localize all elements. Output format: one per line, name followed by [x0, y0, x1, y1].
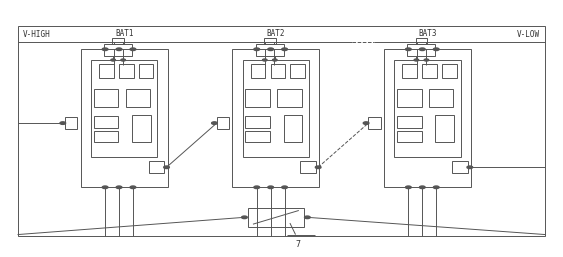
Text: BAT1: BAT1 — [115, 29, 133, 38]
Text: V-LOW: V-LOW — [517, 30, 540, 39]
Bar — [104, 44, 132, 56]
Bar — [65, 117, 77, 129]
Circle shape — [121, 59, 126, 61]
Bar — [415, 38, 427, 44]
Bar — [91, 60, 157, 157]
Circle shape — [254, 48, 260, 51]
Bar — [126, 89, 150, 107]
Text: BAT2: BAT2 — [267, 29, 285, 38]
Circle shape — [111, 59, 115, 61]
Circle shape — [242, 216, 247, 219]
Bar — [251, 64, 265, 78]
Bar — [264, 38, 276, 44]
Circle shape — [363, 122, 369, 124]
Bar — [245, 116, 270, 128]
Bar — [397, 89, 422, 107]
Bar — [397, 131, 422, 142]
Text: BAT3: BAT3 — [418, 29, 437, 38]
Bar — [233, 49, 319, 187]
Circle shape — [116, 48, 122, 51]
Bar — [368, 117, 381, 129]
Circle shape — [102, 186, 108, 189]
Bar — [94, 131, 118, 142]
Circle shape — [130, 48, 136, 51]
Bar — [284, 115, 302, 142]
Circle shape — [268, 48, 274, 51]
Bar — [435, 115, 454, 142]
Circle shape — [272, 59, 277, 61]
Bar — [112, 38, 124, 44]
Bar — [422, 64, 437, 78]
Bar — [81, 49, 168, 187]
Circle shape — [164, 166, 169, 169]
Bar — [291, 64, 305, 78]
Bar — [384, 49, 471, 187]
Bar — [403, 64, 417, 78]
Circle shape — [102, 48, 108, 51]
Bar — [119, 64, 133, 78]
Bar — [271, 64, 285, 78]
Circle shape — [424, 59, 428, 61]
Circle shape — [212, 122, 217, 124]
Bar — [245, 89, 270, 107]
Circle shape — [405, 48, 411, 51]
Bar — [397, 116, 422, 128]
Bar — [17, 26, 546, 236]
Bar — [429, 89, 453, 107]
Text: 7: 7 — [296, 240, 301, 249]
Bar — [94, 89, 118, 107]
Bar — [256, 44, 284, 56]
Bar — [245, 131, 270, 142]
Bar — [149, 161, 164, 173]
Bar — [139, 64, 153, 78]
Circle shape — [60, 122, 66, 124]
Circle shape — [419, 48, 425, 51]
Circle shape — [282, 186, 287, 189]
Bar — [452, 161, 467, 173]
Bar — [243, 60, 309, 157]
Circle shape — [282, 48, 287, 51]
Circle shape — [405, 186, 411, 189]
Circle shape — [130, 186, 136, 189]
Circle shape — [305, 216, 310, 219]
Circle shape — [116, 186, 122, 189]
Circle shape — [419, 186, 425, 189]
Circle shape — [315, 166, 321, 169]
Bar — [408, 44, 435, 56]
Bar — [248, 208, 304, 227]
Circle shape — [467, 166, 472, 169]
Circle shape — [414, 59, 419, 61]
Circle shape — [254, 186, 260, 189]
Bar — [132, 115, 151, 142]
Bar — [442, 64, 457, 78]
Circle shape — [268, 186, 274, 189]
Bar — [300, 161, 316, 173]
Circle shape — [262, 59, 267, 61]
Circle shape — [434, 186, 439, 189]
Bar — [277, 89, 302, 107]
Bar — [94, 116, 118, 128]
Bar — [395, 60, 461, 157]
Bar — [99, 64, 114, 78]
Bar — [217, 117, 229, 129]
Text: V-HIGH: V-HIGH — [23, 30, 51, 39]
Circle shape — [434, 48, 439, 51]
